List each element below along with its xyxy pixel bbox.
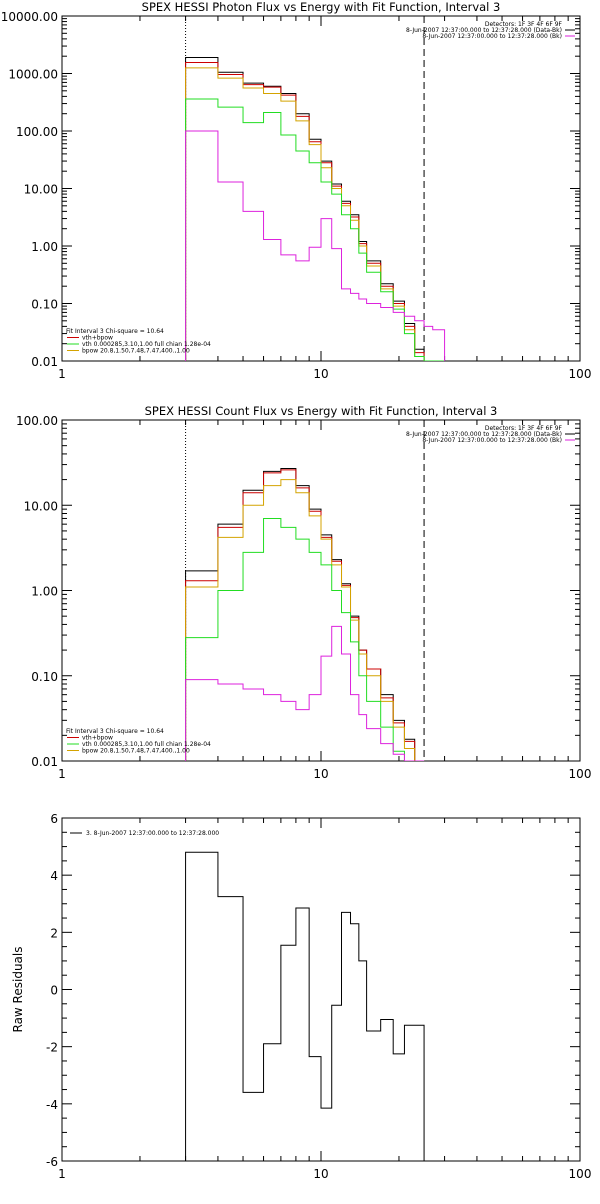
x-tick-label: 10 <box>313 1167 328 1181</box>
legend-bl-text: Fit Interval 3 Chi-square = 10.64 <box>66 328 164 335</box>
y-tick-label: 10000.00 <box>1 10 58 24</box>
y-tick-label: -6 <box>46 1155 58 1169</box>
y-tick-label: 0 <box>50 984 58 998</box>
x-tick-label: 1 <box>58 1167 66 1181</box>
series-step-data <box>185 851 425 1161</box>
series-step-bpow <box>185 130 446 361</box>
y-tick-label: 4 <box>50 869 58 883</box>
chart-title: SPEX HESSI Photon Flux vs Energy with Fi… <box>142 0 501 14</box>
legend-bl-text: vth 0.000285,3.10,1.00 full chian 1.28e-… <box>82 741 211 748</box>
y-tick-label: 100.00 <box>16 125 58 139</box>
series-step-total_fit <box>185 479 425 761</box>
plot-content <box>185 851 425 1161</box>
chart-panel-3: 1 10 100 -6 -4 -2 0 2 4 6 Raw Residuals 3. 8-Jun-20… <box>11 812 591 1181</box>
series-step-data <box>185 56 445 361</box>
chart-panel-1: SPEX HESSI Photon Flux vs Energy with Fi… <box>1 0 592 381</box>
plot-frame <box>61 817 581 1162</box>
y-tick-label: 2 <box>50 926 58 940</box>
y-tick-label: 0.01 <box>31 355 58 369</box>
y-tick-label: 0.01 <box>31 755 58 769</box>
legend-tr-text: Detectors: 1F 3F 4F 6F 9F <box>485 21 563 28</box>
y-tick-label: 1000.00 <box>8 68 58 82</box>
legend-tr-text: 8-Jun-2007 12:37:00.000 to 12:37:28.000 … <box>422 437 562 444</box>
y-tick-label: 0.10 <box>31 298 58 312</box>
plot-content <box>185 16 446 361</box>
x-tick-label: 1 <box>58 367 66 381</box>
y-tick-label: -2 <box>46 1041 58 1055</box>
x-tick-label: 100 <box>569 1167 592 1181</box>
y-tick-label: -4 <box>46 1098 58 1112</box>
legend-tr-text: 8-Jun-2007 12:37:00.000 to 12:37:28.000 … <box>422 33 562 40</box>
plot-frame <box>61 15 581 362</box>
series-step-data <box>185 467 425 761</box>
legend-tr-text: Detectors: 1F 3F 4F 6F 9F <box>485 425 563 432</box>
x-tick-label: 10 <box>313 767 328 781</box>
series-step-vth <box>185 98 445 361</box>
legend-bl-text: bpow 20.8,1.50,7.48,7.47,400.,1.00 <box>82 348 190 355</box>
series-step-vth <box>185 517 425 761</box>
series-step-bpow <box>185 625 425 761</box>
y-tick-label: 10.00 <box>24 183 58 197</box>
y-tick-label: 0.10 <box>31 670 58 684</box>
legend-bl-text: bpow 20.8,1.50,7.48,7.47,400.,1.00 <box>82 748 190 755</box>
y-tick-label: 6 <box>50 812 58 826</box>
x-tick-label: 1 <box>58 767 66 781</box>
chart-title: SPEX HESSI Count Flux vs Energy with Fit… <box>145 404 498 418</box>
y-tick-label: 10.00 <box>24 499 58 513</box>
y-tick-label: 100.00 <box>16 414 58 428</box>
x-tick-label: 10 <box>313 367 328 381</box>
legend-tl-text: 3. 8-Jun-2007 12:37:00.000 to 12:37:28.0… <box>86 830 219 837</box>
plot-content <box>185 420 425 761</box>
legend-bl-text: vth 0.000285,3.10,1.00 full chian 1.28e-… <box>82 341 211 348</box>
x-tick-label: 100 <box>569 767 592 781</box>
series-step-background <box>185 469 425 761</box>
y-tick-label: 1.00 <box>31 585 58 599</box>
chart-panel-2: SPEX HESSI Count Flux vs Energy with Fit… <box>16 404 591 781</box>
plot-frame <box>61 419 581 762</box>
y-tick-label: 1.00 <box>31 240 58 254</box>
legend-bl-text: vth+bpow <box>82 335 113 342</box>
y-axis-label: Raw Residuals <box>11 947 25 1033</box>
legend-tr-text: 8-Jun-2007 12:37:00.000 to 12:37:28.000 … <box>406 27 562 34</box>
series-step-total_fit <box>185 67 445 361</box>
legend-tr-text: 8-Jun-2007 12:37:00.000 to 12:37:28.000 … <box>406 431 562 438</box>
legend-bl-text: Fit Interval 3 Chi-square = 10.64 <box>66 728 164 735</box>
legend-bl-text: vth+bpow <box>82 735 113 742</box>
x-tick-label: 100 <box>569 367 592 381</box>
